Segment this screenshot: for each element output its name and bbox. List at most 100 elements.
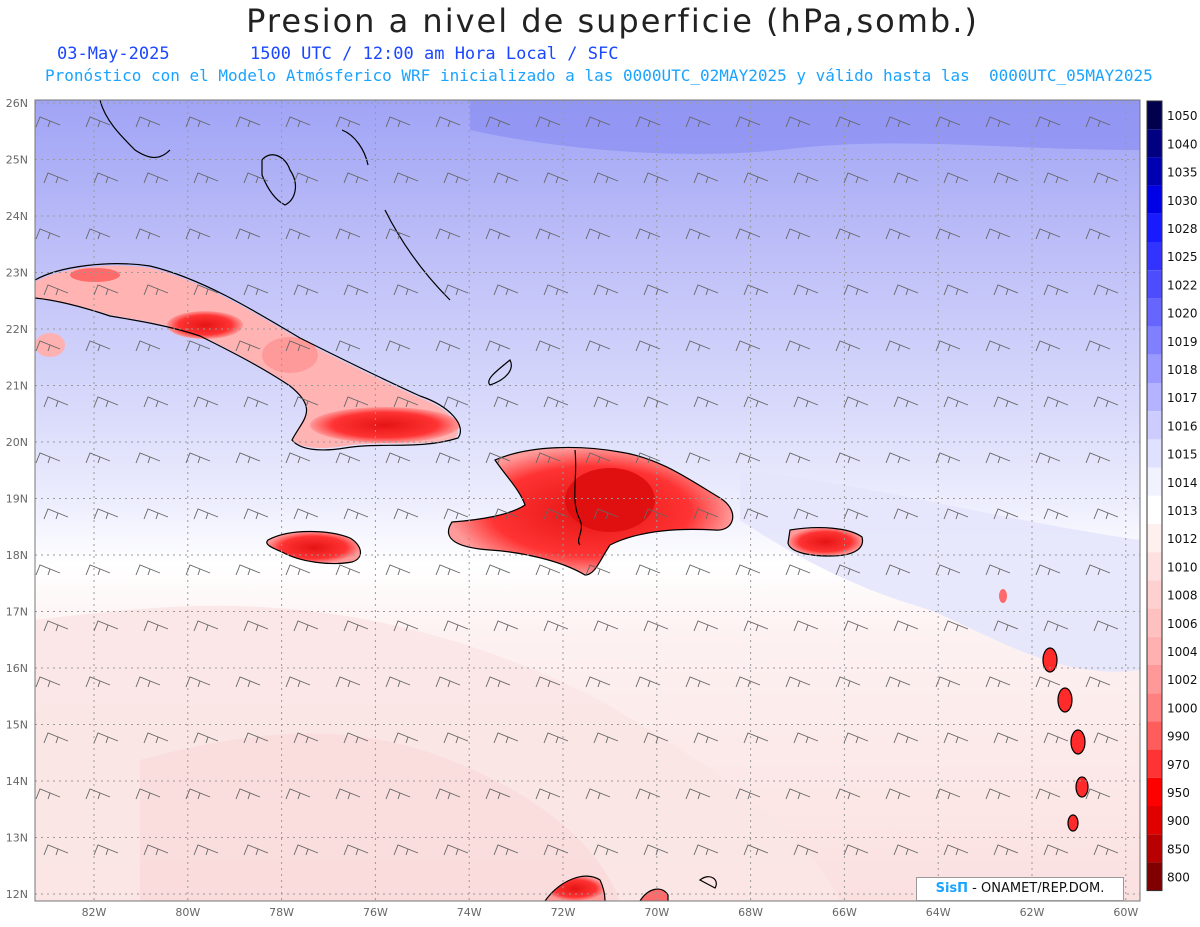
wind-barb [643, 172, 669, 184]
wind-barb [735, 788, 761, 800]
wind-barb [643, 620, 669, 632]
wind-barb [935, 564, 961, 576]
wind-barb [535, 676, 561, 688]
wind-barb [543, 508, 569, 520]
wind-barb [485, 228, 511, 240]
wind-barb [393, 396, 419, 408]
lat-label: 13N [6, 832, 28, 845]
lon-label: 70W [644, 906, 669, 919]
wind-barb [235, 340, 261, 352]
wind-barb [693, 732, 719, 744]
wind-barb [185, 116, 211, 128]
wind-barbs [35, 116, 1119, 856]
wind-barb [643, 284, 669, 296]
colorbar-label: 1012 [1167, 532, 1198, 546]
wind-barb [343, 508, 369, 520]
wind-barb [693, 284, 719, 296]
wind-barb [785, 228, 811, 240]
colorbar-label: 1002 [1167, 673, 1198, 687]
wind-barb [143, 844, 169, 856]
wind-barb [193, 732, 219, 744]
wind-barb [843, 172, 869, 184]
wind-barb [535, 228, 561, 240]
wind-barb [693, 396, 719, 408]
wind-barb [985, 788, 1011, 800]
wind-barb [135, 340, 161, 352]
wind-barb [543, 732, 569, 744]
wind-barb [193, 844, 219, 856]
wind-barb [735, 228, 761, 240]
wind-barb [985, 340, 1011, 352]
colorbar-swatch [1147, 777, 1162, 806]
wind-barb [35, 228, 61, 240]
wind-barb [385, 452, 411, 464]
wind-barb [435, 340, 461, 352]
wind-barb [635, 340, 661, 352]
wind-barb [493, 284, 519, 296]
wind-barb [785, 788, 811, 800]
wind-barb [185, 564, 211, 576]
wind-barb [1043, 284, 1069, 296]
wind-barb [885, 676, 911, 688]
wind-barb [935, 340, 961, 352]
wind-barb [543, 396, 569, 408]
wind-barb [93, 732, 119, 744]
colorbar-swatch [1147, 298, 1162, 327]
wind-barb [443, 508, 469, 520]
wind-barb [1035, 228, 1061, 240]
wind-barb [893, 508, 919, 520]
wind-barb [393, 172, 419, 184]
colorbar-swatch [1147, 693, 1162, 722]
wind-barb [385, 340, 411, 352]
wind-barb [193, 620, 219, 632]
wind-barb [785, 116, 811, 128]
wind-barb [285, 564, 311, 576]
wind-barb [93, 620, 119, 632]
colorbar-swatch [1147, 157, 1162, 186]
coastlines [35, 100, 1089, 901]
wind-barb [535, 116, 561, 128]
colorbar-swatch [1147, 467, 1162, 496]
map-title: Presion a nivel de superficie (hPa,somb.… [246, 2, 979, 40]
lat-label: 21N [6, 380, 28, 393]
wind-barb [235, 452, 261, 464]
lat-label: 24N [6, 210, 28, 223]
wind-barb [885, 340, 911, 352]
colorbar-label: 1030 [1167, 194, 1198, 208]
wind-barb [135, 676, 161, 688]
colorbar-swatch [1147, 270, 1162, 299]
wind-barb [593, 620, 619, 632]
colorbar-swatch [1147, 580, 1162, 609]
wind-barb [843, 732, 869, 744]
wind-barb [243, 844, 269, 856]
wind-barb [685, 564, 711, 576]
lon-label: 68W [738, 906, 763, 919]
colorbar-label: 990 [1167, 730, 1190, 744]
wind-barb [1085, 116, 1111, 128]
wind-barb [385, 228, 411, 240]
colorbar-swatch [1147, 721, 1162, 750]
wind-barb [1085, 564, 1111, 576]
wind-barb [535, 788, 561, 800]
wind-barb [235, 228, 261, 240]
wind-barb [1035, 676, 1061, 688]
wind-barb [893, 844, 919, 856]
wind-barb [993, 172, 1019, 184]
colorbar-label: 1015 [1167, 448, 1198, 462]
wind-barb [343, 732, 369, 744]
wind-barb [593, 396, 619, 408]
lat-label: 12N [6, 888, 28, 901]
colorbar-label: 970 [1167, 758, 1190, 772]
longitude-labels: 82W 80W 78W 76W 74W 72W 70W 68W 66W 64W 62W 60W [82, 906, 1139, 919]
wind-barb [935, 676, 961, 688]
wind-barb [1085, 340, 1111, 352]
wind-barb [193, 396, 219, 408]
wind-barb [85, 228, 111, 240]
pressure-colorbar: 1050 1040 1035 1030 1028 1025 1022 1020 1019 1018… [1146, 100, 1198, 892]
wind-barb [35, 676, 61, 688]
wind-barb [993, 396, 1019, 408]
wind-barb [743, 172, 769, 184]
wind-barb [1085, 788, 1111, 800]
forecast-model-info: Pronóstico con el Modelo Atmósferico WRF… [45, 66, 1153, 85]
wind-barb [335, 676, 361, 688]
